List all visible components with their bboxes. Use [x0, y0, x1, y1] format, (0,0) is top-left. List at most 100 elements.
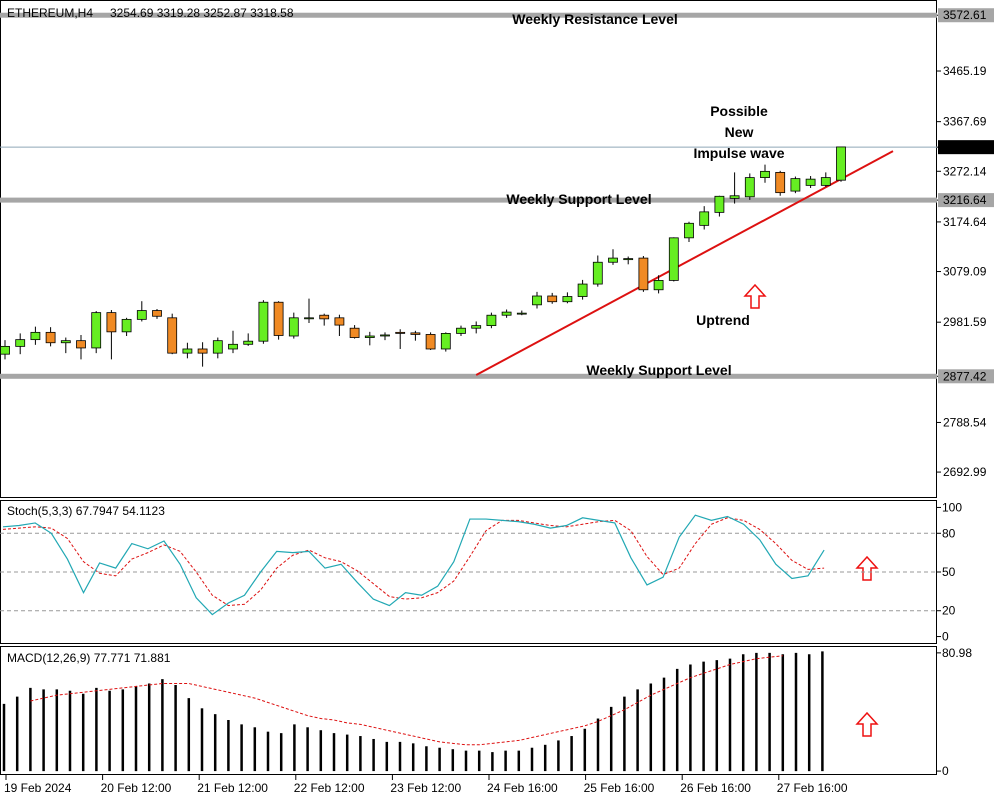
- candle-10: [152, 308, 162, 319]
- candle-31: [471, 321, 482, 334]
- candle-21: [319, 313, 330, 326]
- support-resistance-levels: [0, 12, 937, 379]
- candle-39: [592, 255, 603, 287]
- candle-28: [425, 332, 436, 351]
- candle-55: [836, 146, 846, 182]
- candle-40: [608, 249, 618, 265]
- macd-tick-label-0: 80.98: [942, 646, 972, 660]
- stoch-main-line: [2, 514, 825, 616]
- stoch-tick-label-2: 50: [942, 565, 956, 579]
- candle-19: [288, 312, 299, 339]
- candle-26: [395, 329, 406, 349]
- macd-y-axis: 80.98 0: [937, 646, 972, 778]
- candle-47: [714, 195, 725, 217]
- x-tick-label-8: 27 Feb 16:00: [777, 781, 848, 795]
- impulse-annotation-line-1: Possible: [710, 103, 768, 119]
- candle-16: [243, 333, 254, 346]
- price-tick-label-3: 3318.58: [943, 140, 987, 154]
- candle-23: [349, 325, 360, 339]
- candle-11: [167, 313, 178, 355]
- candle-54: [820, 172, 831, 187]
- candle-18: [273, 301, 284, 340]
- candle-17: [258, 300, 269, 344]
- impulse-annotation-line-2: New: [725, 124, 754, 140]
- candle-0: [0, 340, 10, 360]
- macd-indicator-label: MACD(12,26,9) 77.771 71.881: [7, 651, 171, 665]
- price-tick-label-0: 3572.61: [943, 8, 987, 22]
- candle-20: [304, 298, 314, 324]
- price-tag-level-0: [938, 8, 994, 23]
- price-tick-label-7: 3079.09: [943, 265, 987, 279]
- candle-27: [410, 330, 421, 341]
- stoch-signal-line: [2, 517, 825, 607]
- stoch-tick-label-0: 100: [942, 500, 962, 514]
- price-tick-label-5: 3216.64: [943, 193, 987, 207]
- stoch-tick-label-4: 0: [942, 630, 949, 644]
- stoch-y-axis: 100 80 50 20 0: [937, 500, 962, 644]
- price-tag-current: [938, 140, 994, 155]
- candle-7: [106, 310, 117, 360]
- price-y-axis: 3572.61 3465.19 3367.69 3318.58 3272.14 3216.…: [937, 8, 994, 479]
- price-tick-label-6: 3174.64: [943, 215, 987, 229]
- price-panel-border: [0, 0, 937, 498]
- level-band-1: [0, 197, 937, 203]
- price-tick-label-2: 3367.69: [943, 115, 987, 129]
- price-tick-label-4: 3272.14: [943, 164, 987, 178]
- price-tick-label-8: 2981.59: [943, 315, 987, 329]
- candle-53: [805, 176, 816, 188]
- candle-3: [45, 327, 56, 347]
- candle-49: [744, 173, 755, 200]
- uptrend-annotation: Uptrend: [696, 312, 750, 328]
- level-band-0: [0, 12, 937, 18]
- x-tick-label-6: 25 Feb 16:00: [584, 781, 655, 795]
- candle-13: [197, 342, 208, 367]
- x-tick-label-7: 26 Feb 16:00: [680, 781, 751, 795]
- chart-frame: [0, 0, 937, 775]
- level-band-2: [0, 373, 937, 379]
- x-tick-label-2: 21 Feb 12:00: [197, 781, 268, 795]
- price-tick-label-1: 3465.19: [943, 64, 987, 78]
- candle-44: [668, 237, 679, 282]
- macd-panel-border: [0, 646, 937, 775]
- macd-signal-line: [30, 655, 783, 746]
- symbol-label: ETHEREUM,H4: [7, 6, 93, 20]
- candle-42: [638, 256, 649, 292]
- resistance-level-label: Weekly Resistance Level: [512, 11, 678, 27]
- candle-36: [547, 292, 558, 304]
- candle-34: [516, 310, 527, 316]
- support-level-label-upper: Weekly Support Level: [506, 191, 651, 207]
- macd-up-arrow-icon: [855, 711, 879, 737]
- candle-35: [532, 291, 542, 309]
- price-tick-label-10: 2788.54: [943, 415, 987, 429]
- macd-histogram: [2, 651, 824, 772]
- price-tick-label-11: 2692.99: [943, 465, 987, 479]
- candle-22: [334, 314, 345, 336]
- candle-33: [501, 309, 512, 318]
- candle-45: [684, 221, 694, 242]
- ohlc-readout: 3254.69 3319.28 3252.87 3318.58: [110, 6, 294, 20]
- candle-30: [456, 325, 466, 336]
- candle-5: [76, 334, 86, 360]
- candle-50: [760, 164, 770, 183]
- candle-12: [182, 342, 193, 359]
- candle-8: [121, 317, 132, 336]
- candle-14: [212, 337, 223, 359]
- stoch-up-arrow-icon: [855, 555, 879, 581]
- candle-37: [562, 292, 573, 304]
- x-tick-label-0: 19 Feb 2024: [4, 781, 72, 795]
- x-tick-label-5: 24 Feb 16:00: [487, 781, 558, 795]
- support-level-label-lower: Weekly Support Level: [586, 362, 731, 378]
- price-tag-level-5: [938, 193, 994, 208]
- stoch-indicator-label: Stoch(5,3,3) 67.7947 54.1123: [7, 504, 165, 518]
- x-tick-label-3: 22 Feb 12:00: [294, 781, 365, 795]
- stoch-tick-label-3: 20: [942, 604, 956, 618]
- candle-48: [729, 172, 740, 204]
- x-tick-label-4: 23 Feb 12:00: [390, 781, 461, 795]
- impulse-annotation-line-3: Impulse wave: [693, 145, 784, 161]
- candlestick-series: [0, 146, 846, 367]
- candle-41: [623, 256, 634, 265]
- candle-4: [60, 337, 71, 354]
- price-tag-level-9: [938, 369, 994, 384]
- candle-29: [440, 332, 451, 352]
